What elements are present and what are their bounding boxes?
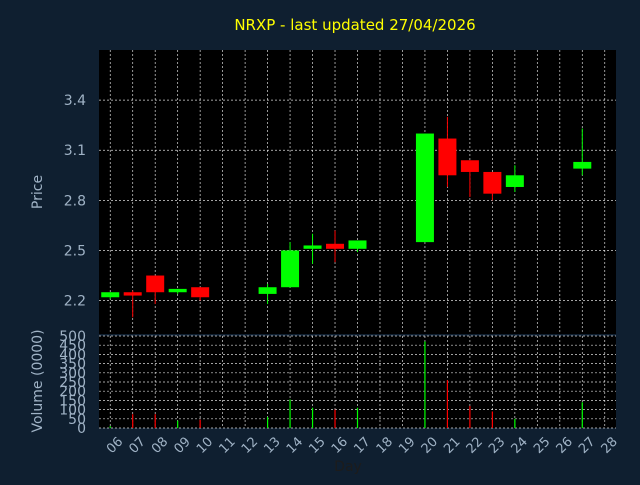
x-tick-label: 16 [329, 434, 351, 456]
candle-22 [460, 160, 479, 198]
candle-21 [438, 116, 457, 187]
candle-14 [281, 242, 300, 288]
price-axis-label: Price [30, 175, 46, 209]
volume-gridlines [99, 335, 616, 429]
candle-body [573, 161, 592, 169]
candle-09 [168, 288, 187, 294]
price-tick-label: 2.8 [64, 193, 86, 209]
price-y-ticks: 2.2 2.5 2.8 3.1 3.4 [64, 93, 86, 309]
x-tick-label: 21 [441, 434, 463, 456]
candle-body [146, 275, 165, 293]
x-tick-label: 24 [509, 434, 531, 456]
candle-body [348, 240, 367, 249]
volume-axis-label: Volume (0000) [30, 329, 46, 432]
candle-07 [123, 290, 142, 318]
candle-23 [483, 171, 502, 201]
x-tick-label: 22 [464, 434, 486, 456]
candle-body [258, 287, 277, 294]
x-tick-label: 17 [351, 434, 373, 456]
x-tick-label: 26 [554, 434, 576, 456]
volume-tick-label: 450 [59, 338, 86, 354]
x-tick-label: 09 [171, 434, 193, 456]
x-tick-label: 27 [576, 434, 598, 456]
x-tick-label: 25 [531, 434, 553, 456]
x-tick-label: 07 [127, 434, 149, 456]
candle-body [191, 287, 210, 298]
x-tick-label: 28 [599, 434, 621, 456]
candle-body [123, 292, 142, 296]
x-tick-label: 19 [396, 434, 418, 456]
candle-body [168, 288, 187, 293]
candle-06 [101, 292, 120, 299]
price-tick-label: 3.1 [64, 143, 86, 159]
candle-15 [303, 233, 322, 264]
candle-body [415, 133, 434, 243]
candle-body [483, 171, 502, 194]
candle-17 [348, 240, 367, 253]
x-tick-label: 11 [216, 434, 238, 456]
price-tick-label: 2.2 [64, 294, 86, 310]
x-tick-label: 13 [261, 434, 283, 456]
candle-body [326, 243, 345, 249]
x-tick-label: 08 [149, 434, 171, 456]
volume-tick-label: 150 [59, 393, 86, 409]
x-tick-label: 15 [306, 434, 328, 456]
price-tick-label: 2.5 [64, 243, 86, 259]
volume-series [109, 341, 583, 428]
x-axis-label: Day [334, 459, 362, 475]
x-tick-label: 10 [194, 434, 216, 456]
candle-20 [415, 133, 434, 243]
x-tick-label: 23 [486, 434, 508, 456]
candle-24 [505, 165, 524, 192]
volume-tick-label: 50 [68, 412, 86, 428]
x-tick-label: 06 [104, 434, 126, 456]
candle-body [303, 245, 322, 249]
x-axis-ticks: 06 07 08 09 10 11 12 13 14 15 16 17 18 19 20 21 22 23 24 25… [104, 434, 621, 456]
volume-tick-label: 250 [59, 375, 86, 391]
candle-body [505, 175, 524, 187]
price-tick-label: 3.4 [64, 93, 86, 109]
x-tick-label: 12 [239, 434, 261, 456]
volume-tick-label: 350 [59, 357, 86, 373]
candle-13 [258, 283, 277, 304]
volume-tick-label: 100 [59, 403, 86, 419]
x-tick-label: 18 [374, 434, 396, 456]
candle-27 [573, 128, 592, 176]
candle-body [281, 250, 300, 288]
chart-title: NRXP - last updated 27/04/2026 [234, 16, 475, 34]
candle-08 [146, 275, 165, 304]
candle-body [460, 160, 479, 172]
candle-body [101, 292, 120, 298]
candle-10 [191, 287, 210, 301]
x-tick-label: 20 [419, 434, 441, 456]
candle-body [438, 138, 457, 176]
volume-tick-label: 300 [59, 366, 86, 382]
volume-tick-label: 500 [59, 329, 86, 345]
volume-tick-label: 400 [59, 347, 86, 363]
volume-tick-label: 200 [59, 384, 86, 400]
candle-16 [326, 230, 345, 263]
volume-tick-label: 0 [77, 421, 86, 437]
candlestick-series [101, 116, 592, 318]
x-tick-label: 14 [284, 434, 306, 456]
